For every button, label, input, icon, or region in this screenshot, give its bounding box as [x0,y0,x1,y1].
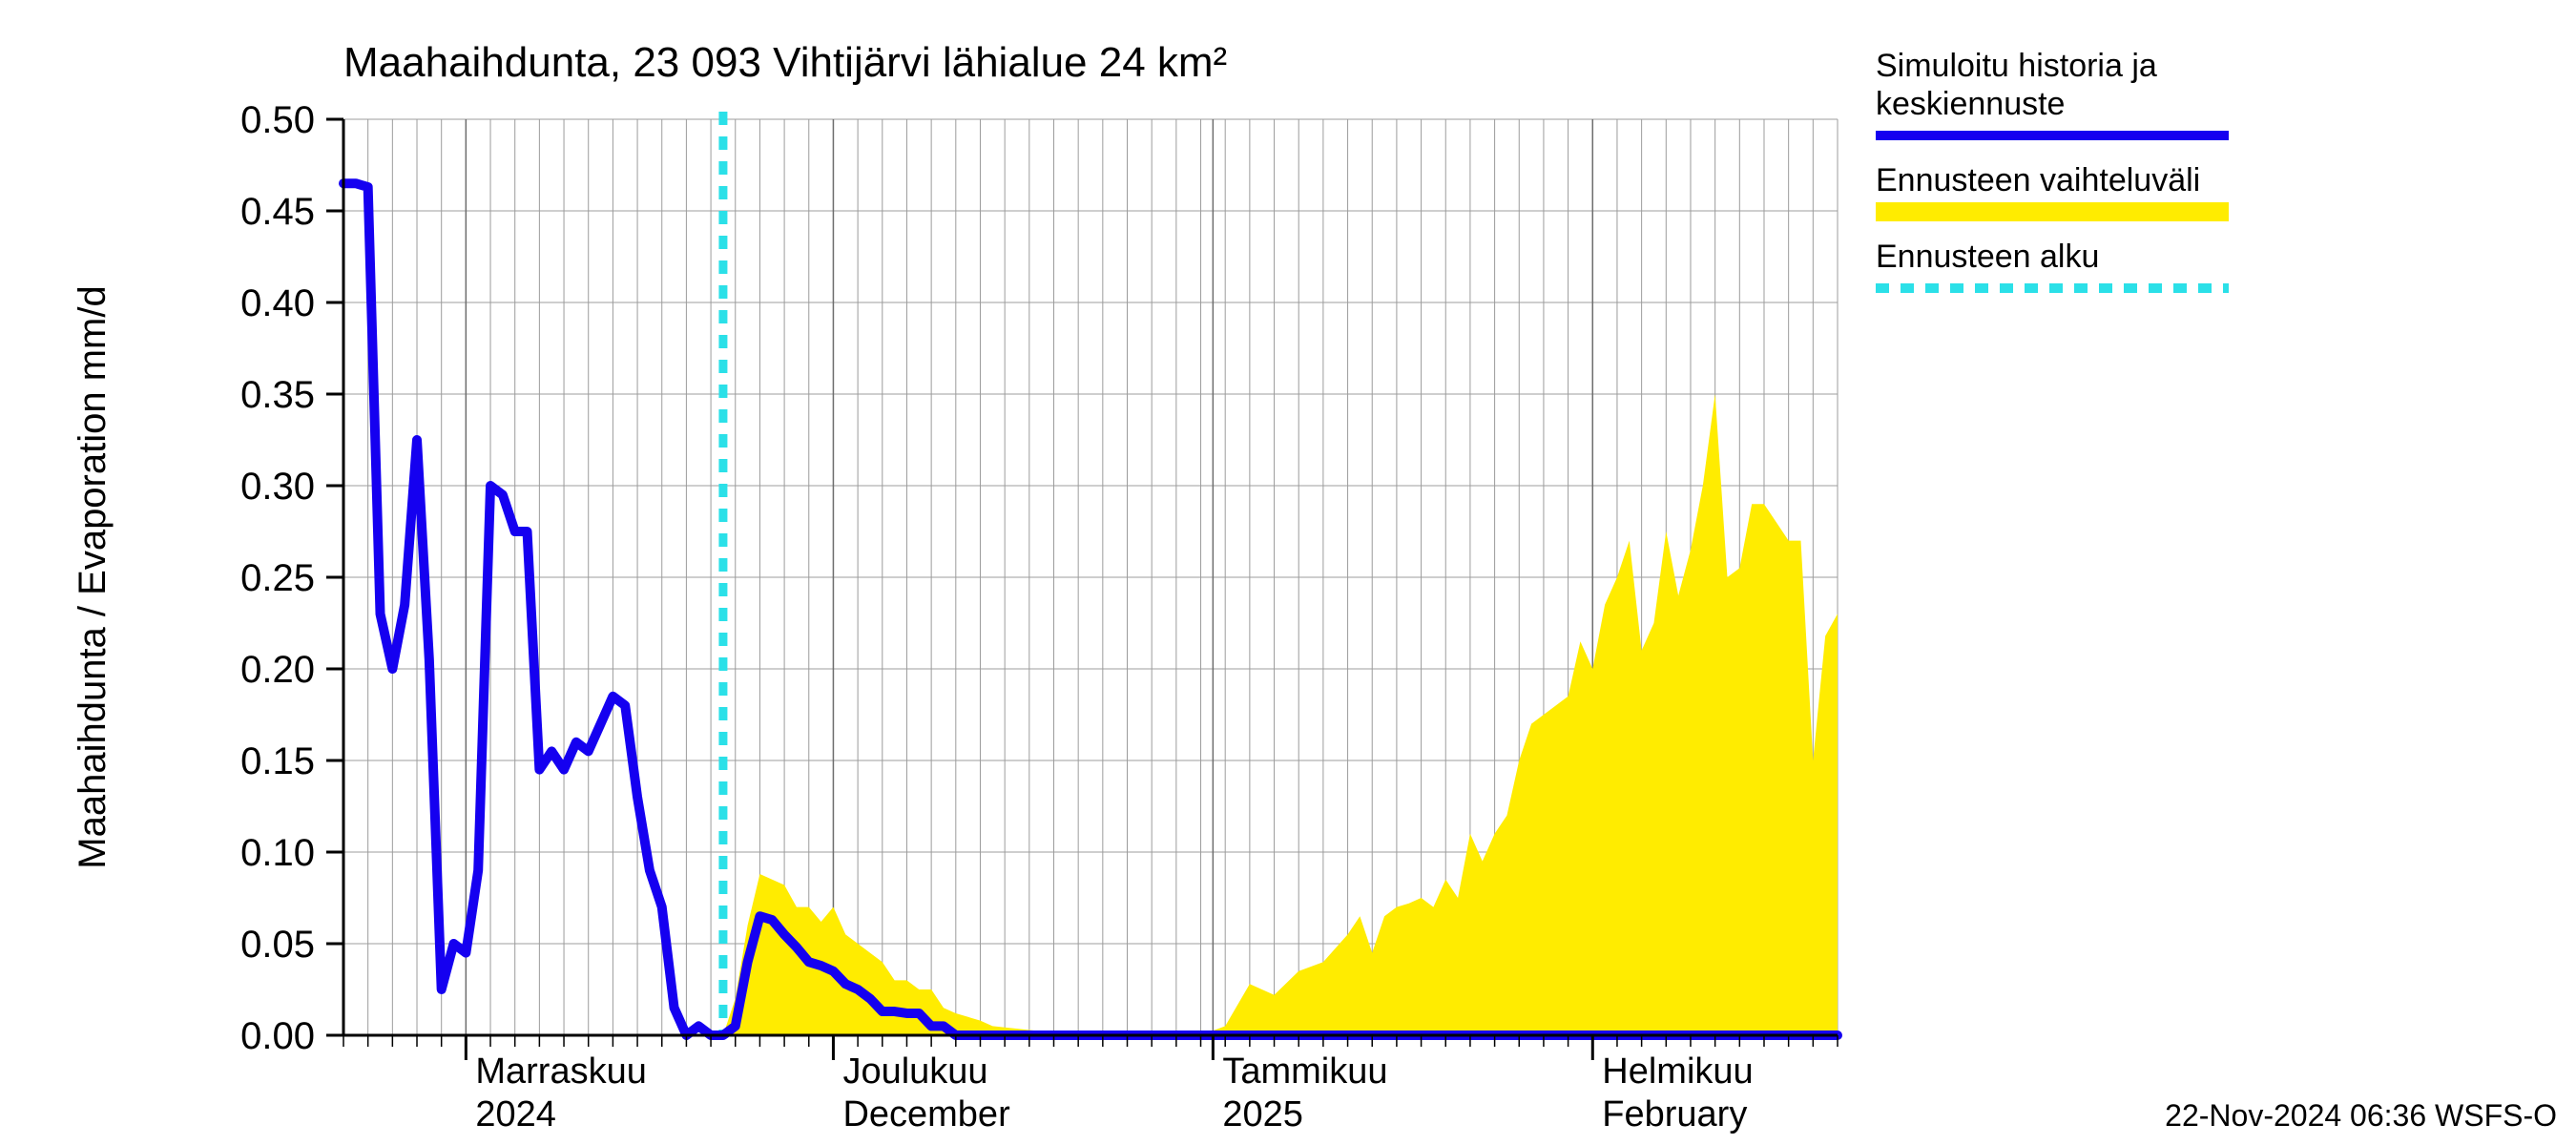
ytick-label: 0.20 [240,649,315,691]
timestamp-label: 22-Nov-2024 06:36 WSFS-O [2165,1098,2557,1133]
ytick-label: 0.10 [240,832,315,874]
xtick-label-top: Tammikuu [1222,1051,1387,1092]
legend-label: Ennusteen vaihteluväli [1876,162,2200,198]
ytick-label: 0.25 [240,557,315,599]
xtick-label-top: Marraskuu [475,1051,647,1092]
ytick-label: 0.35 [240,374,315,416]
ytick-label: 0.05 [240,924,315,966]
legend-label: Ennusteen alku [1876,239,2099,275]
evaporation-forecast-chart: 0.00 0.05 0.10 0.15 0.20 0.25 0.30 0.35 0.40 0.45… [0,0,2576,1145]
xtick-label-top: Joulukuu [842,1051,987,1092]
ytick-label: 0.40 [240,282,315,324]
xtick-label-bottom: February [1602,1094,1747,1135]
chart-title: Maahaihdunta, 23 093 Vihtijärvi lähialue… [343,39,1227,86]
xtick-label-bottom: 2024 [475,1094,556,1135]
xtick-label-bottom: December [842,1094,1010,1135]
ytick-label: 0.00 [240,1015,315,1057]
legend-label: keskiennuste [1876,86,2065,122]
forecast-range-area [723,394,1838,1035]
ytick-label: 0.15 [240,740,315,782]
legend-label: Simuloitu historia ja [1876,48,2157,84]
chart-svg: 0.00 0.05 0.10 0.15 0.20 0.25 0.30 0.35 0.40 0.45… [0,0,2576,1145]
legend-swatch-area [1876,202,2229,221]
xtick-label-top: Helmikuu [1602,1051,1753,1092]
y-axis-label: Maahaihdunta / Evaporation mm/d [72,285,114,868]
ytick-label: 0.45 [240,191,315,233]
ytick-label: 0.50 [240,99,315,141]
ytick-label: 0.30 [240,466,315,508]
xtick-label-bottom: 2025 [1222,1094,1303,1135]
